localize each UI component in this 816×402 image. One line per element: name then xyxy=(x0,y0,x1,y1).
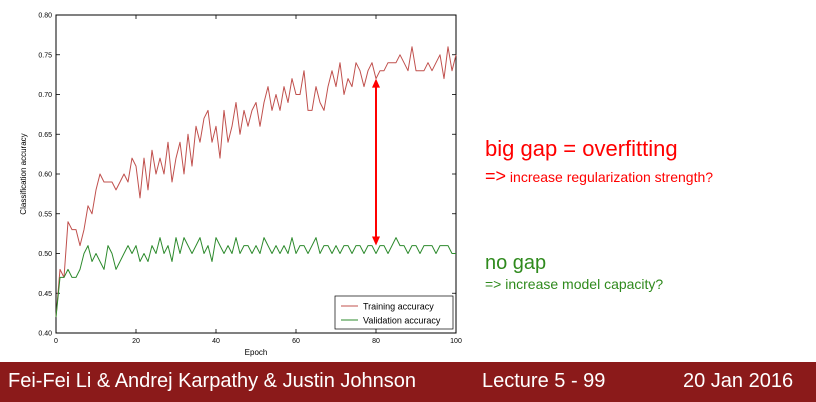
footer-authors: Fei-Fei Li & Andrej Karpathy & Justin Jo… xyxy=(8,370,416,392)
x-axis-label: Epoch xyxy=(245,348,268,357)
x-tick-label: 40 xyxy=(212,338,220,345)
x-tick-label: 60 xyxy=(292,338,300,345)
legend-label-validation: Validation accuracy xyxy=(363,316,441,326)
y-tick-label: 0.70 xyxy=(38,92,52,99)
x-tick-label: 0 xyxy=(54,338,58,345)
y-tick-label: 0.60 xyxy=(38,172,52,179)
y-tick-label: 0.40 xyxy=(38,331,52,338)
y-tick-label: 0.75 xyxy=(38,52,52,59)
y-axis-label: Classification accuracy xyxy=(19,133,28,214)
series-line-training xyxy=(55,46,457,318)
x-tick-label: 80 xyxy=(372,338,380,345)
footer-date: 20 Jan 2016 xyxy=(683,370,794,392)
overfitting-arrow-text: => xyxy=(485,166,507,186)
y-tick-label: 0.50 xyxy=(38,251,52,258)
accuracy-chart: 0.40 0.45 0.50 0.55 0.60 0.65 0.70 0.75 0.80 0 20 4… xyxy=(19,13,462,358)
footer-bar: Fei-Fei Li & Andrej Karpathy & Justin Jo… xyxy=(0,362,816,402)
x-tick-label: 100 xyxy=(450,338,462,345)
nogap-annotation-text: => increase model capacity? xyxy=(485,276,664,292)
legend-label-training: Training accuracy xyxy=(363,302,434,312)
gap-arrow-head-top xyxy=(372,78,380,88)
overfitting-annotation-title: big gap = overfitting xyxy=(485,136,678,161)
y-tick-label: 0.55 xyxy=(38,211,52,218)
gap-arrow-head-bottom xyxy=(372,236,380,246)
overfitting-suggestion: increase regularization strength? xyxy=(506,169,714,185)
y-tick-label: 0.65 xyxy=(38,132,52,139)
legend-box xyxy=(334,295,454,330)
y-tick-label: 0.45 xyxy=(38,291,52,298)
series-line-validation xyxy=(55,237,456,318)
y-tick-label: 0.80 xyxy=(38,13,52,20)
footer-lecture: Lecture 5 - 99 xyxy=(482,370,606,392)
x-tick-label: 20 xyxy=(132,338,140,345)
plot-frame xyxy=(55,14,457,334)
nogap-annotation-title: no gap xyxy=(485,252,547,274)
overfitting-annotation-text: => increase regularization strength? xyxy=(485,166,713,187)
